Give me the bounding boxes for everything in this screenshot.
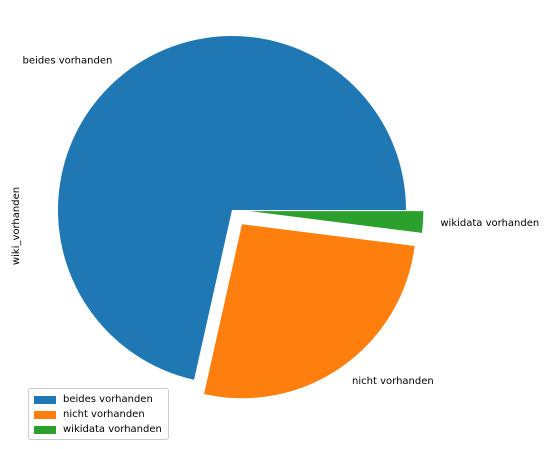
legend-swatch [34,395,56,404]
legend-label: wikidata vorhanden [63,424,162,435]
slice-label: nicht vorhanden [352,376,434,387]
slice-label: beides vorhanden [23,56,113,67]
legend-swatch [34,425,56,434]
pie-slice [57,35,406,380]
legend: beides vorhanden nicht vorhanden wikidat… [28,388,169,440]
legend-item: beides vorhanden [34,392,162,407]
slice-label: wikidata vorhanden [440,218,539,229]
y-axis-label: wiki_vorhanden [11,187,22,265]
legend-label: beides vorhanden [63,394,153,405]
legend-label: nicht vorhanden [63,409,145,420]
pie-slices [57,35,424,399]
legend-item: wikidata vorhanden [34,422,162,437]
legend-item: nicht vorhanden [34,407,162,422]
pie-slice [204,224,415,399]
pie-slice [249,211,424,233]
slice-labels: beides vorhanden nicht vorhanden wikidata … [23,56,540,387]
legend-swatch [34,410,56,419]
